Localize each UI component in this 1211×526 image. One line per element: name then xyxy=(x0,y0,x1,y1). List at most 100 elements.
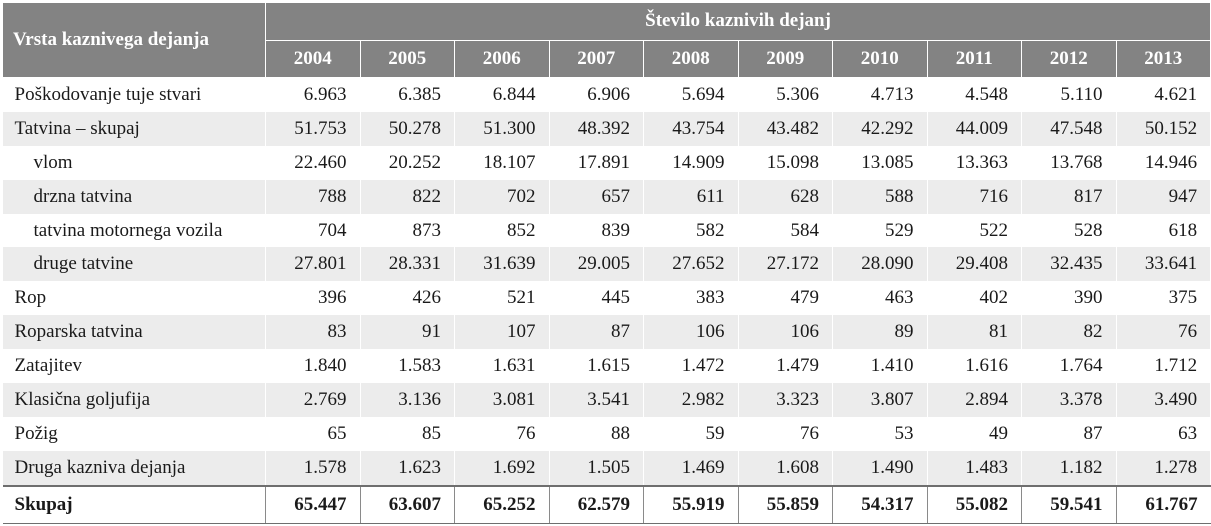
table-row: Tatvina – skupaj 51.753 50.278 51.300 48.392… xyxy=(2,111,1211,146)
cell-value: 27.652 xyxy=(643,247,739,282)
cell-value: 716 xyxy=(927,179,1022,214)
cell-value: 2.769 xyxy=(265,383,361,417)
cell-value: 4.548 xyxy=(927,77,1022,112)
total-value: 65.447 xyxy=(265,484,360,524)
cell-value: 3.323 xyxy=(738,383,833,417)
cell-value: 618 xyxy=(1116,213,1211,248)
cell-value: 4.621 xyxy=(1116,77,1211,112)
cell-value: 14.909 xyxy=(643,145,739,180)
total-value: 65.252 xyxy=(454,484,549,524)
cell-value: 28.331 xyxy=(360,247,455,282)
cell-value: 28.090 xyxy=(832,247,928,282)
cell-value: 521 xyxy=(454,281,550,316)
cell-value: 3.490 xyxy=(1116,383,1211,417)
row-label: Rop xyxy=(2,281,266,316)
year-header-row: 2004 2005 2006 2007 2008 2009 2010 2011 2012 2013 xyxy=(3,39,1211,78)
table-row: Rop 396 426 521 445 383 479 463 402 390 375 xyxy=(2,281,1211,316)
cell-value: 4.713 xyxy=(832,77,928,112)
table-row: druge tatvine 27.801 28.331 31.639 29.005 27.… xyxy=(2,247,1211,282)
cell-value: 852 xyxy=(454,213,550,248)
cell-value: 20.252 xyxy=(360,145,455,180)
cell-value: 3.807 xyxy=(832,383,928,417)
cell-value: 29.408 xyxy=(927,247,1022,282)
cell-value: 88 xyxy=(549,416,644,451)
cell-value: 1.505 xyxy=(549,450,644,486)
cell-value: 788 xyxy=(265,179,361,214)
row-label: Požig xyxy=(2,416,266,451)
year-header: 2006 xyxy=(454,39,550,78)
cell-value: 76 xyxy=(1116,315,1211,350)
year-header: 2013 xyxy=(1115,39,1211,78)
cell-value: 3.081 xyxy=(454,383,550,417)
table-row: tatvina motornega vozila 704 873 852 839 582 5… xyxy=(2,213,1211,248)
table-row: Poškodovanje tuje stvari 6.963 6.385 6.844 6… xyxy=(2,77,1211,112)
year-header: 2010 xyxy=(832,39,928,78)
row-label: Roparska tatvina xyxy=(2,315,266,350)
cell-value: 107 xyxy=(454,315,550,350)
cell-value: 1.840 xyxy=(265,349,361,384)
cell-value: 528 xyxy=(1021,213,1117,248)
cell-value: 83 xyxy=(265,315,361,350)
total-value: 63.607 xyxy=(359,484,455,524)
cell-value: 89 xyxy=(832,315,928,350)
cell-value: 1.631 xyxy=(454,349,550,384)
cell-value: 628 xyxy=(738,179,833,214)
cell-value: 50.152 xyxy=(1116,111,1211,146)
cell-value: 396 xyxy=(265,281,361,316)
cell-value: 43.754 xyxy=(643,111,739,146)
cell-value: 463 xyxy=(832,281,928,316)
total-row: Skupaj 65.447 63.607 65.252 62.579 55.919 55.… xyxy=(2,484,1211,524)
cell-value: 51.753 xyxy=(265,111,361,146)
row-label: Tatvina – skupaj xyxy=(2,111,266,146)
cell-value: 2.894 xyxy=(927,383,1022,417)
cell-value: 445 xyxy=(549,281,644,316)
total-label: Skupaj xyxy=(2,484,266,524)
cell-value: 33.641 xyxy=(1116,247,1211,282)
cell-value: 42.292 xyxy=(832,111,928,146)
cell-value: 18.107 xyxy=(454,145,550,180)
cell-value: 6.963 xyxy=(265,77,361,112)
cell-value: 15.098 xyxy=(738,145,833,180)
year-header: 2012 xyxy=(1021,39,1117,78)
cell-value: 87 xyxy=(549,315,644,350)
cell-value: 529 xyxy=(832,213,928,248)
total-value: 55.919 xyxy=(643,484,738,524)
cell-value: 375 xyxy=(1116,281,1211,316)
cell-value: 873 xyxy=(360,213,455,248)
cell-value: 31.639 xyxy=(454,247,550,282)
cell-value: 14.946 xyxy=(1116,145,1211,180)
cell-value: 22.460 xyxy=(265,145,361,180)
cell-value: 6.906 xyxy=(549,77,644,112)
year-header: 2004 xyxy=(265,39,361,78)
cell-value: 3.136 xyxy=(360,383,455,417)
row-label: Poškodovanje tuje stvari xyxy=(2,77,266,112)
cell-value: 582 xyxy=(643,213,739,248)
cell-value: 1.469 xyxy=(643,450,739,486)
cell-value: 5.694 xyxy=(643,77,739,112)
cell-value: 85 xyxy=(360,416,455,451)
cell-value: 65 xyxy=(265,416,361,451)
cell-value: 27.801 xyxy=(265,247,361,282)
cell-value: 1.764 xyxy=(1021,349,1117,384)
table-row: drzna tatvina 788 822 702 657 611 628 588 716 817… xyxy=(2,179,1211,214)
cell-value: 44.009 xyxy=(927,111,1022,146)
year-header: 2011 xyxy=(926,39,1022,78)
cell-value: 47.548 xyxy=(1021,111,1117,146)
cell-value: 1.623 xyxy=(360,450,455,486)
cell-value: 13.768 xyxy=(1021,145,1117,180)
cell-value: 5.306 xyxy=(738,77,833,112)
cell-value: 32.435 xyxy=(1021,247,1117,282)
table-row: Klasična goljufija 2.769 3.136 3.081 3.541 2.… xyxy=(2,383,1211,417)
cell-value: 1.182 xyxy=(1021,450,1117,486)
total-value: 62.579 xyxy=(548,484,644,524)
cell-value: 1.692 xyxy=(454,450,550,486)
row-label: Klasična goljufija xyxy=(2,383,266,417)
cell-value: 63 xyxy=(1116,416,1211,451)
row-label: Zatajitev xyxy=(2,349,266,384)
table-body: Poškodovanje tuje stvari 6.963 6.385 6.844 6… xyxy=(2,77,1211,486)
cell-value: 584 xyxy=(738,213,833,248)
cell-value: 1.479 xyxy=(738,349,833,384)
cell-value: 53 xyxy=(832,416,928,451)
cell-value: 1.616 xyxy=(927,349,1022,384)
